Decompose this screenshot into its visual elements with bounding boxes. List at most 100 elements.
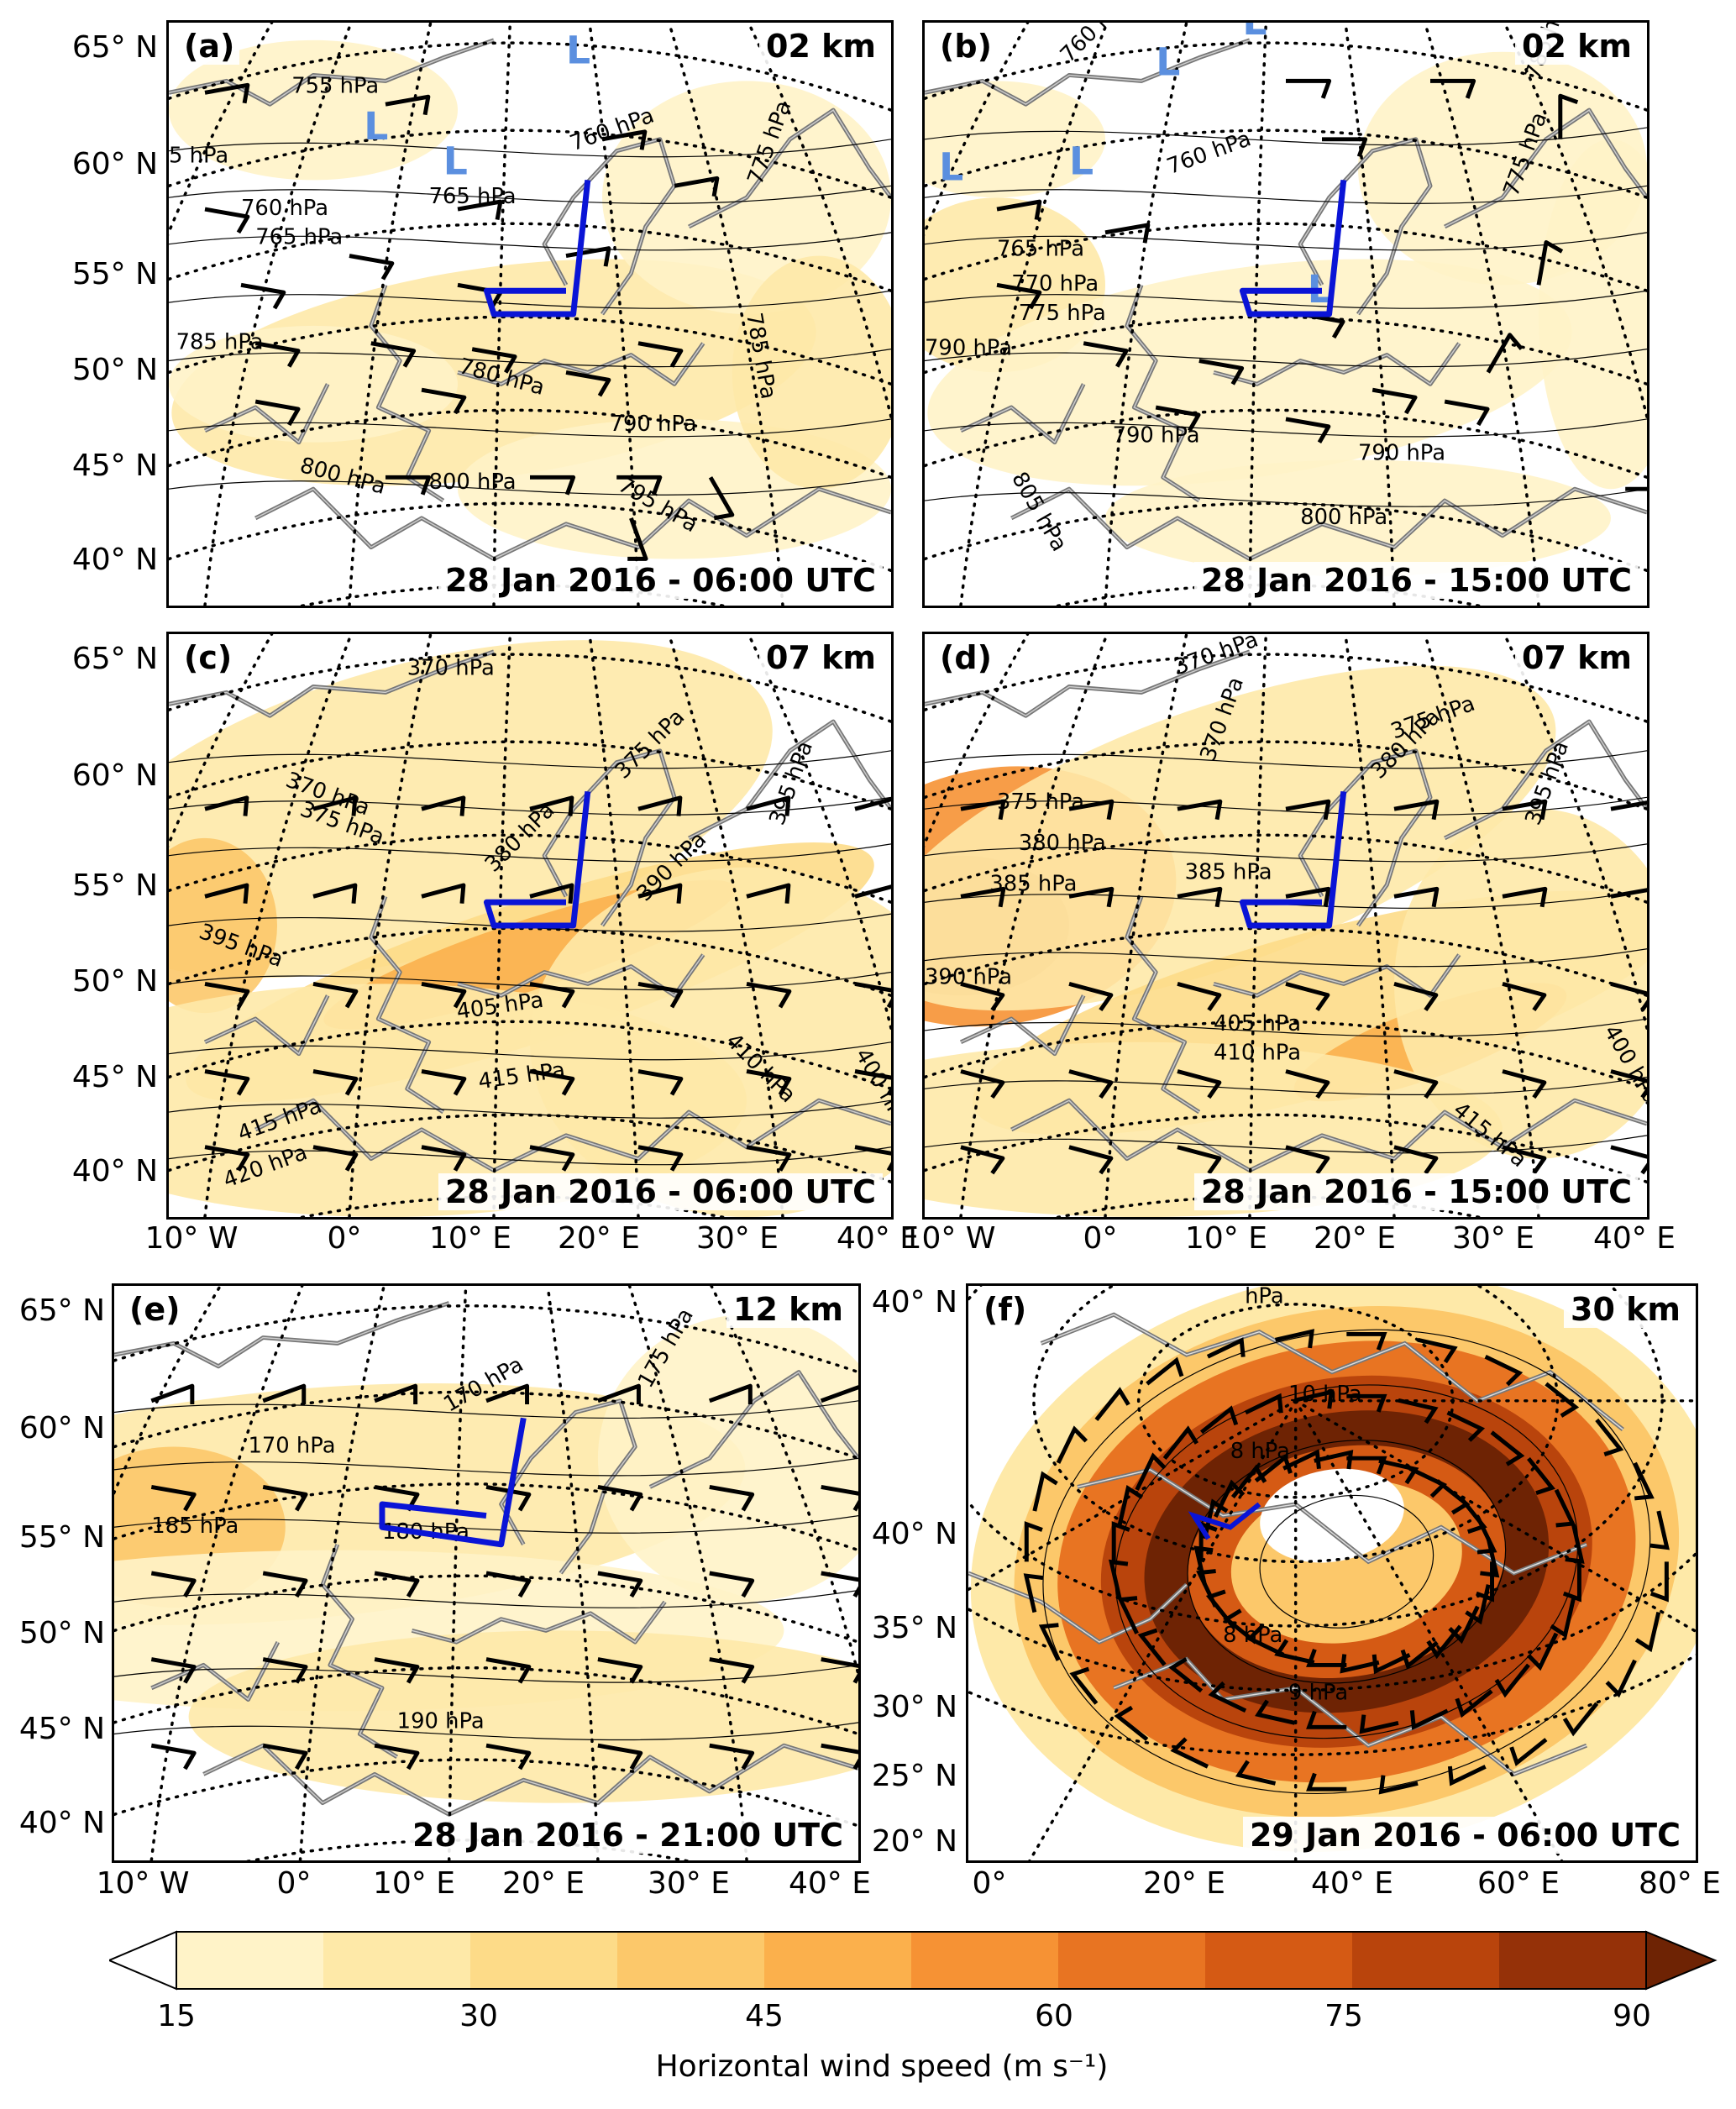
wind-speed-area (925, 665, 1556, 1011)
isobar (1259, 1494, 1434, 1629)
wind-barb (1610, 800, 1647, 811)
wind-barb (1322, 137, 1368, 158)
isobar-label: 790 hPa (610, 412, 697, 437)
wind-barb (1562, 1561, 1581, 1603)
isobar (925, 948, 1647, 968)
panel-a: 755 hPa 760 hPa 765 hPa 785 hPa 780 hPa 790 h… (166, 20, 894, 608)
wind-barb (374, 1743, 420, 1771)
wind-barb (530, 475, 576, 496)
graticule (925, 634, 1647, 1217)
lon-label: 10° W (96, 1866, 190, 1901)
grid-line (169, 740, 891, 811)
wind-barb (421, 883, 466, 904)
low-pressure-marker: L (566, 29, 590, 73)
wind-barb (1526, 1632, 1559, 1671)
height-label: 12 km (726, 1291, 850, 1328)
wind-barb (1610, 1069, 1647, 1099)
wind-barb (1285, 417, 1331, 444)
lat-label: 65° N (18, 1293, 105, 1328)
lat-label: 40° N (71, 1154, 158, 1188)
isobar-label: 370 hPa (1171, 634, 1261, 680)
wind-barb (1447, 1765, 1487, 1786)
isobar-label: 185 hPa (151, 1514, 239, 1539)
wind-barb (996, 282, 1042, 310)
wind-barb (746, 981, 792, 1009)
isobar (169, 1099, 891, 1119)
grid-line (169, 1113, 891, 1184)
coastline (1125, 896, 1200, 1113)
wind-barb (637, 1145, 684, 1172)
wind-barb (616, 475, 663, 496)
wind-barb (374, 1657, 420, 1684)
wind-barb (254, 399, 301, 427)
coastline (1010, 1099, 1647, 1172)
height-label: 02 km (1515, 28, 1639, 65)
isobar (169, 1146, 891, 1166)
wind-speed-area (597, 1314, 858, 1603)
wind-barb (1038, 1623, 1061, 1661)
isobar-label: 800 hPa (1300, 505, 1387, 530)
lat-label: 45° N (18, 1712, 105, 1746)
panel-label: (b) (935, 28, 997, 65)
isobar (925, 1076, 1647, 1095)
wind-barb (627, 517, 648, 561)
isobar-label: 760 hPa (241, 196, 328, 221)
isobars (169, 139, 891, 496)
wind-barb (370, 341, 417, 368)
wind-barb (637, 341, 684, 368)
isobar-label: 370 hPa (407, 656, 495, 681)
isobar (114, 1400, 858, 1419)
coastline (925, 651, 1251, 717)
colorbar-tick: 60 (1035, 1999, 1073, 2033)
grid-line (1503, 23, 1647, 423)
wind-barb (1274, 1329, 1315, 1349)
wind-barb (1203, 1498, 1229, 1540)
wind-barb (1117, 1596, 1139, 1634)
wind-barb (1114, 1705, 1149, 1742)
isobars (1042, 1329, 1651, 1794)
lat-label: 55° N (18, 1520, 105, 1555)
wind-barb (1117, 1484, 1144, 1526)
wind-barb (254, 341, 301, 368)
grid-line (925, 41, 1647, 112)
coastline (457, 343, 704, 386)
wind-barb (1206, 1337, 1246, 1359)
wind-barb (485, 1571, 532, 1598)
wind-barb (820, 1385, 858, 1403)
wind-speed-area (927, 259, 1572, 486)
wind-barbs (960, 799, 1647, 1175)
wind-barb (960, 1069, 1005, 1099)
grid-line (114, 1390, 858, 1460)
grid-line (492, 634, 512, 1217)
colorbar (109, 1930, 1718, 1991)
flight-route (1188, 1502, 1261, 1540)
grid-line (667, 634, 784, 1217)
grid-line (925, 653, 1647, 723)
wind-barb (1069, 1666, 1099, 1705)
wind-barb (1378, 1775, 1419, 1795)
wind-barb (312, 1145, 359, 1172)
coastline (370, 896, 444, 1113)
wind-speed-area (1394, 809, 1647, 1159)
wind-barb (312, 883, 358, 904)
isobar (925, 1018, 1647, 1037)
wind-barb (1393, 1069, 1439, 1099)
wind-barb (1346, 1331, 1387, 1351)
wind-barb (1625, 486, 1647, 491)
isobar (169, 843, 891, 863)
wind-barb (854, 884, 891, 899)
wind-speed-area (1539, 139, 1647, 490)
wind-barb (1430, 78, 1476, 99)
grid-line (169, 653, 891, 723)
wind-barb (1198, 359, 1245, 386)
lon-label: 60° E (1477, 1866, 1560, 1901)
grid-line (667, 23, 784, 606)
grid-line (203, 634, 353, 1217)
isobar (925, 796, 1647, 816)
wind-barb (1285, 799, 1331, 821)
isobar (169, 750, 891, 769)
wind-barb (960, 982, 1005, 1012)
wind-barb (485, 1743, 532, 1771)
grid-line (149, 1286, 304, 1860)
